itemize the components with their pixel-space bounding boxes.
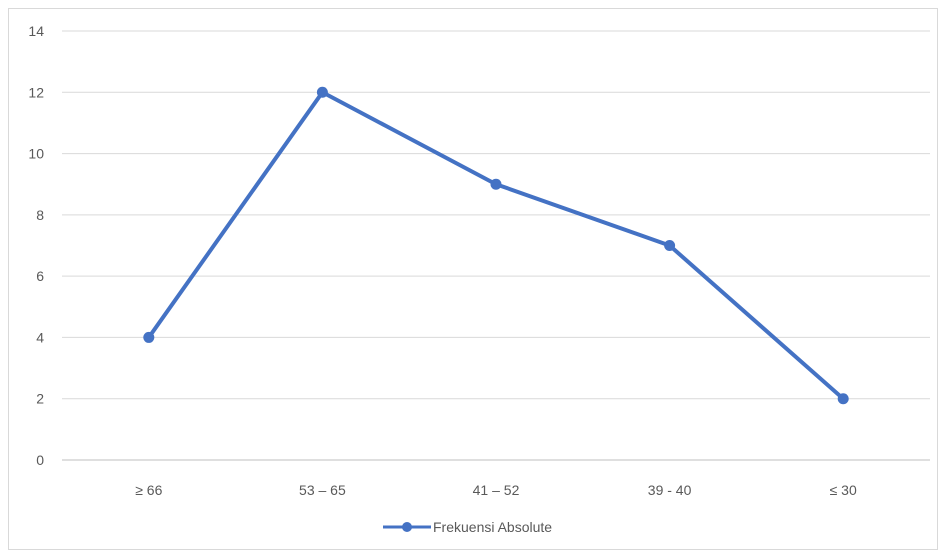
x-tick-label: 53 – 65 <box>299 482 346 498</box>
x-axis-ticks: ≥ 66 53 – 65 41 – 52 39 - 40 ≤ 30 <box>135 482 857 498</box>
x-tick-label: 41 – 52 <box>473 482 520 498</box>
gridlines <box>62 31 930 460</box>
y-tick-label: 6 <box>36 268 44 284</box>
data-point <box>143 332 154 343</box>
y-tick-label: 10 <box>28 146 44 162</box>
y-tick-label: 8 <box>36 207 44 223</box>
legend-marker <box>402 522 412 532</box>
y-tick-label: 12 <box>28 84 44 100</box>
x-tick-label: ≤ 30 <box>830 482 857 498</box>
data-point <box>664 240 675 251</box>
data-point <box>838 393 849 404</box>
data-point <box>317 87 328 98</box>
y-tick-label: 2 <box>36 391 44 407</box>
data-point <box>491 179 502 190</box>
y-tick-label: 14 <box>28 23 44 39</box>
y-axis-ticks: 0 2 4 6 8 10 12 14 <box>28 23 44 468</box>
x-tick-label: 39 - 40 <box>648 482 692 498</box>
x-tick-label: ≥ 66 <box>135 482 162 498</box>
y-tick-label: 4 <box>36 329 44 345</box>
y-tick-label: 0 <box>36 452 44 468</box>
legend: Frekuensi Absolute <box>383 519 552 535</box>
series-line <box>149 92 843 398</box>
series-group <box>143 87 848 404</box>
legend-label: Frekuensi Absolute <box>433 519 552 535</box>
